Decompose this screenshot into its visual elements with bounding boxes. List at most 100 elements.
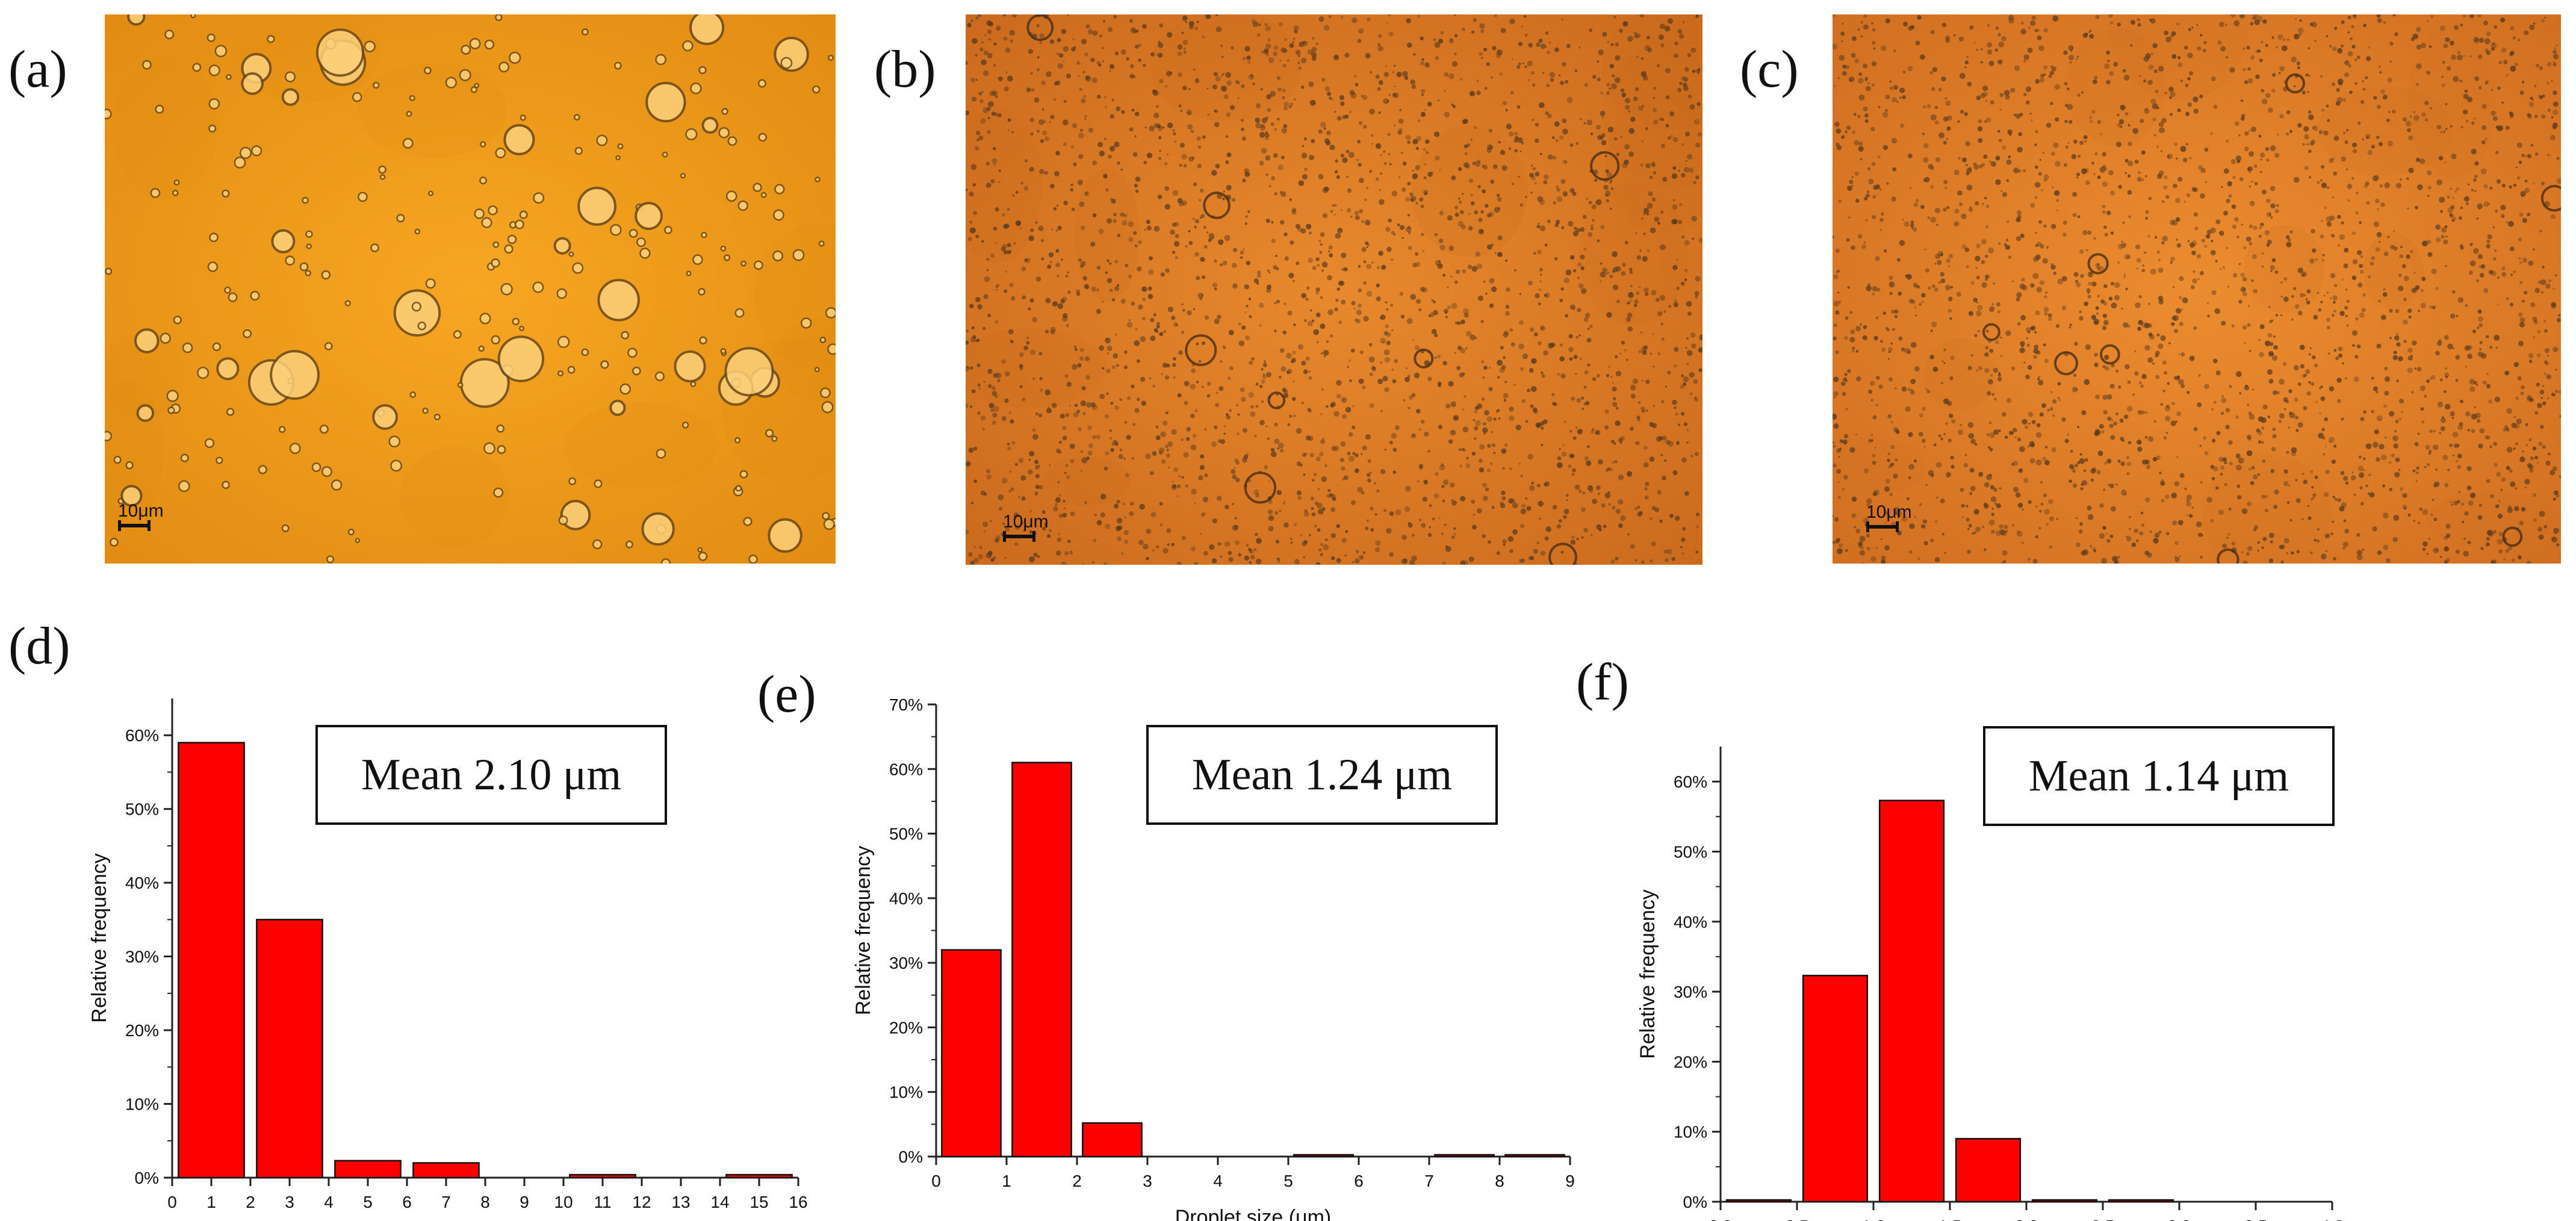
droplet (1432, 517, 1435, 521)
droplet (1540, 43, 1546, 49)
droplet (1539, 288, 1542, 291)
droplet (2534, 288, 2540, 293)
droplet (2539, 66, 2543, 70)
droplet (1330, 533, 1336, 538)
droplet (1401, 237, 1404, 240)
droplet (1875, 375, 1880, 380)
droplet (1833, 423, 1839, 429)
droplet (1329, 253, 1333, 258)
droplet (967, 22, 972, 28)
droplet (1315, 312, 1321, 317)
droplet (2163, 185, 2168, 190)
droplet (2194, 226, 2199, 231)
droplet (1366, 264, 1372, 270)
droplet (1521, 503, 1526, 508)
droplet (2187, 240, 2190, 243)
droplet (1518, 343, 1525, 350)
droplet (1598, 49, 1604, 55)
droplet (1321, 476, 1327, 482)
droplet (1355, 550, 1359, 553)
droplet (1509, 406, 1514, 412)
droplet (1887, 358, 1890, 360)
droplet (1541, 550, 1546, 556)
droplet (2460, 80, 2463, 82)
droplet (2524, 290, 2528, 295)
droplet (2124, 172, 2128, 175)
droplet (1579, 227, 1585, 232)
droplet (1571, 472, 1575, 476)
droplet (2044, 509, 2050, 515)
droplet (1949, 253, 1954, 258)
droplet (1535, 422, 1541, 428)
droplet (1062, 119, 1069, 126)
droplet (1953, 34, 1956, 37)
droplet (1527, 60, 1533, 67)
droplet (1258, 23, 1262, 26)
droplet (306, 243, 312, 249)
droplet (1960, 423, 1962, 426)
droplet (1370, 506, 1374, 511)
droplet (1052, 301, 1058, 307)
droplet (2100, 299, 2105, 304)
micrograph-blotch (966, 328, 1106, 408)
droplet (2492, 42, 2495, 45)
droplet (1024, 258, 1028, 263)
droplet (2170, 256, 2176, 262)
droplet (1389, 163, 1392, 166)
droplet (2458, 216, 2462, 220)
droplet (1302, 453, 1306, 457)
droplet (2375, 247, 2380, 252)
droplet (1040, 138, 1044, 143)
droplet (1692, 69, 1696, 73)
droplet (2326, 186, 2330, 190)
droplet (1264, 465, 1268, 470)
droplet (1634, 87, 1639, 92)
droplet (1150, 335, 1156, 341)
droplet (2286, 400, 2289, 403)
droplet (1335, 159, 1338, 163)
droplet (992, 412, 998, 418)
droplet (2153, 69, 2158, 73)
droplet (2251, 180, 2253, 182)
droplet (1320, 232, 1325, 237)
droplet (1586, 197, 1589, 200)
droplet (1845, 65, 1850, 70)
droplet (1182, 40, 1188, 45)
droplet (2102, 313, 2107, 318)
droplet (1130, 64, 1134, 69)
droplet (2102, 204, 2106, 209)
droplet (1293, 414, 1296, 417)
droplet (1843, 474, 1848, 480)
droplet (1578, 283, 1584, 289)
droplet (2362, 468, 2365, 471)
droplet (1873, 335, 1878, 341)
droplet (2027, 445, 2030, 448)
droplet (1901, 347, 1905, 352)
droplet (1612, 506, 1616, 510)
droplet (1375, 540, 1381, 546)
droplet (1261, 379, 1265, 384)
droplet (2261, 426, 2265, 430)
droplet (1684, 67, 1689, 72)
droplet (1530, 70, 1535, 75)
droplet (1096, 288, 1099, 292)
droplet (1561, 18, 1564, 21)
droplet (2291, 447, 2297, 453)
droplet (1483, 165, 1488, 170)
droplet (2332, 496, 2335, 499)
droplet (2252, 388, 2255, 391)
droplet (1609, 87, 1612, 90)
droplet (1589, 485, 1592, 488)
droplet (1651, 423, 1657, 429)
droplet (2465, 411, 2471, 417)
micrograph-b: 10μm (966, 14, 1702, 565)
droplet (1351, 300, 1356, 306)
droplet (1116, 364, 1120, 367)
droplet (2303, 373, 2307, 377)
droplet (2013, 167, 2019, 173)
droplet (1424, 62, 1430, 67)
droplet (1510, 342, 1515, 347)
droplet (2534, 152, 2539, 157)
droplet (1017, 496, 1021, 499)
droplet (1206, 381, 1211, 386)
